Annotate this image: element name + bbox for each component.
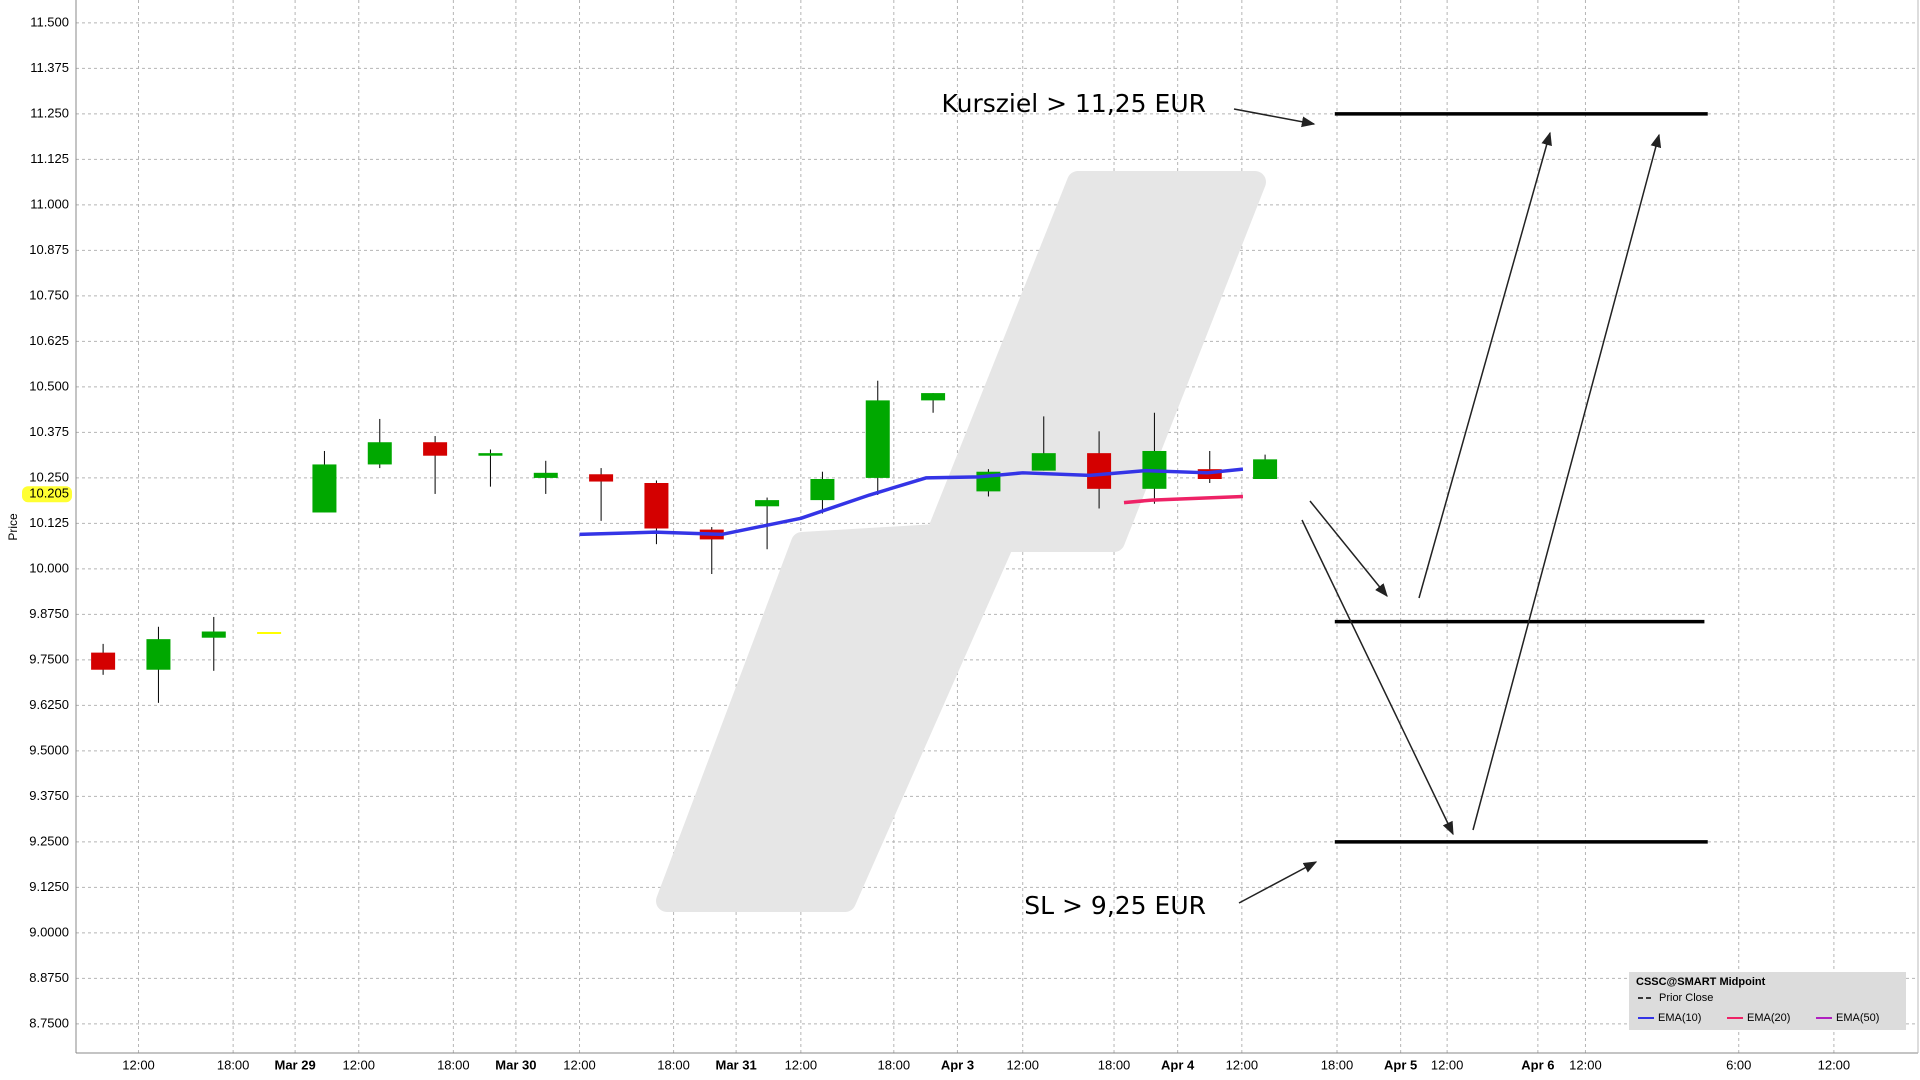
ema-line	[579, 467, 1244, 537]
candle-body	[1031, 453, 1056, 471]
y-tick-label: 9.3750	[29, 788, 69, 803]
legend-label: EMA(50)	[1836, 1012, 1879, 1024]
last-price-label: 10.205	[29, 486, 69, 501]
legend-label: EMA(10)	[1658, 1012, 1701, 1024]
candle-body	[865, 400, 890, 478]
arrow	[1309, 500, 1388, 598]
annotation: Kursziel > 11,25 EUR	[941, 89, 1206, 118]
y-tick-label: 9.5000	[29, 742, 69, 757]
watermark	[656, 171, 1266, 912]
x-tick-label: Mar 30	[495, 1057, 536, 1072]
candle-body	[589, 474, 614, 482]
plot	[91, 112, 1708, 844]
legend-label: EMA(20)	[1747, 1012, 1790, 1024]
x-tick-label: 12:00	[563, 1057, 596, 1072]
y-axis-title: Price	[6, 513, 20, 541]
candle-body	[367, 442, 392, 465]
x-tick-label: Apr 4	[1161, 1057, 1195, 1072]
y-tick-label: 11.375	[30, 60, 69, 75]
arrows	[1233, 108, 1662, 904]
x-tick-label: 12:00	[122, 1057, 155, 1072]
x-tick-label: Mar 29	[275, 1057, 316, 1072]
x-tick-label: 18:00	[1321, 1057, 1354, 1072]
y-tick-label: 11.000	[30, 196, 69, 211]
y-tick-label: 11.500	[30, 14, 69, 29]
y-tick-label: 9.8750	[29, 606, 69, 621]
legend-title: CSSC@SMART Midpoint	[1636, 976, 1766, 988]
x-tick-label: 12:00	[342, 1057, 375, 1072]
y-tick-label: 9.2500	[29, 833, 69, 848]
x-tick-label: 12:00	[1569, 1057, 1602, 1072]
arrow	[1233, 108, 1316, 128]
x-tick-label: 12:00	[1226, 1057, 1259, 1072]
y-tick-label: 10.125	[29, 515, 69, 530]
y-tick-label: 9.7500	[29, 651, 69, 666]
x-tick-label: 12:00	[1818, 1057, 1851, 1072]
y-tick-label: 10.000	[29, 560, 69, 575]
candle-body	[1087, 453, 1112, 489]
candle-body	[478, 453, 503, 456]
candle-body	[1253, 459, 1278, 480]
y-tick-label: 8.7500	[29, 1015, 69, 1030]
candle-body	[533, 472, 558, 478]
x-tick-label: 12:00	[1006, 1057, 1039, 1072]
x-tick-label: 18:00	[217, 1057, 250, 1072]
legend-items: EMA(10) EMA(20) EMA(50)	[1638, 1012, 1879, 1024]
legend-label: Prior Close	[1659, 992, 1713, 1004]
candle-body	[755, 500, 780, 507]
legend: CSSC@SMART Midpoint Prior Close EMA(10) E…	[1629, 972, 1906, 1030]
last-price-bg	[22, 486, 72, 503]
candle-body	[423, 442, 448, 456]
arrow	[1418, 131, 1552, 599]
arrow	[1238, 861, 1318, 904]
candle-body	[201, 631, 226, 638]
y-tick-label: 10.250	[29, 469, 69, 484]
y-tick-label: 9.1250	[29, 879, 69, 894]
y-tick-label: 8.8750	[29, 970, 69, 985]
y-tick-label: 10.625	[29, 333, 69, 348]
ema-line	[1123, 494, 1244, 505]
y-tick-label: 9.0000	[29, 924, 69, 939]
y-tick-label: 10.750	[29, 287, 69, 302]
x-tick-label: 6:00	[1726, 1057, 1751, 1072]
legend-box	[1629, 972, 1906, 1030]
candle-body	[91, 652, 116, 670]
x-tick-label: 18:00	[1098, 1057, 1131, 1072]
candle-body	[644, 483, 669, 529]
annotation: SL > 9,25 EUR	[1024, 891, 1206, 920]
x-tick-label: Mar 31	[716, 1057, 757, 1072]
x-tick-label: Apr 3	[941, 1057, 974, 1072]
y-tick-label: 11.125	[30, 151, 69, 166]
y-tick-label: 11.250	[30, 105, 69, 120]
y-tick-label: 10.875	[29, 242, 69, 257]
x-tick-label: Apr 5	[1384, 1057, 1417, 1072]
x-tick-label: Apr 6	[1521, 1057, 1554, 1072]
candle-body	[146, 639, 171, 670]
x-tick-label: 18:00	[657, 1057, 690, 1072]
y-tick-label: 9.6250	[29, 697, 69, 712]
x-tick-label: 12:00	[785, 1057, 818, 1072]
y-tick-label: 10.500	[29, 378, 69, 393]
y-tick-label: 10.375	[29, 424, 69, 439]
arrow	[1472, 133, 1662, 831]
arrow	[1301, 519, 1454, 836]
candle-body	[921, 393, 946, 401]
x-tick-label: 18:00	[437, 1057, 470, 1072]
candle-body	[312, 464, 337, 513]
candle-body	[810, 479, 835, 501]
x-tick-label: 18:00	[878, 1057, 911, 1072]
x-tick-label: 12:00	[1431, 1057, 1464, 1072]
